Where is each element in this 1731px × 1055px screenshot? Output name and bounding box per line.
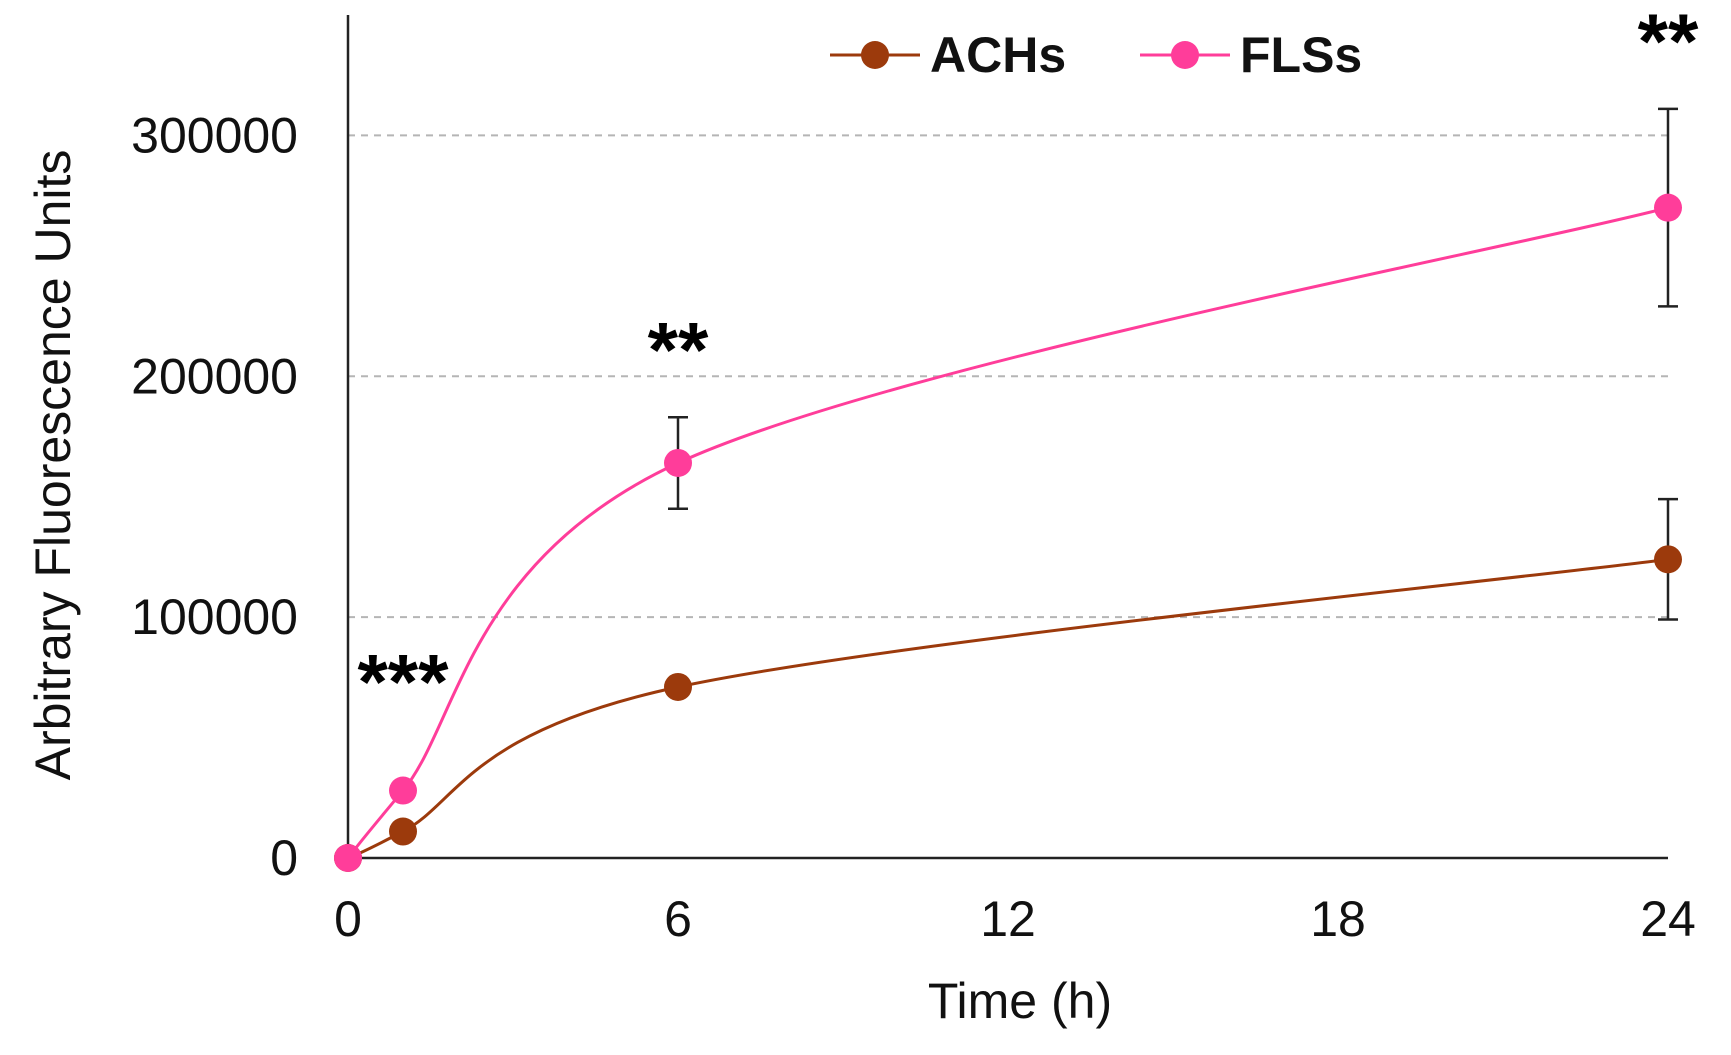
grid-layer (348, 134, 1668, 619)
flss-data-point (334, 844, 362, 872)
achs-data-point (1654, 545, 1682, 574)
legend: ACHs FLSs (830, 27, 1362, 83)
significance-annotation: ** (1638, 0, 1699, 85)
x-axis-title: Time (h) (928, 973, 1112, 1029)
achs-legend-label: ACHs (930, 27, 1066, 83)
achs-series-line (347, 557, 1669, 860)
x-tick-label: 0 (334, 891, 362, 947)
series-layer (334, 107, 1682, 872)
y-tick-label: 0 (270, 830, 298, 886)
significance-annotation: ** (648, 305, 709, 393)
flss-series-line (346, 206, 1669, 859)
flss-legend-label: FLSs (1240, 27, 1362, 83)
flss-data-point (389, 776, 417, 805)
y-tick-label: 200000 (131, 348, 298, 404)
flss-legend-marker (1171, 41, 1199, 69)
annotation-layer: ******* (357, 0, 1699, 726)
achs-data-point (664, 672, 692, 701)
x-tick-label: 12 (980, 891, 1036, 947)
y-tick-label: 300000 (131, 107, 298, 163)
flss-data-point (1654, 193, 1682, 222)
achs-legend-marker (861, 41, 889, 69)
x-tick-label: 24 (1640, 891, 1696, 947)
achs-data-point (389, 817, 417, 846)
y-axis-title: Arbitrary Fluorescence Units (25, 150, 81, 781)
y-tick-label: 100000 (131, 589, 298, 645)
significance-annotation: *** (357, 638, 449, 726)
x-tick-label: 6 (664, 891, 692, 947)
flss-data-point (664, 448, 692, 477)
x-tick-label: 18 (1310, 891, 1366, 947)
axes-layer: 0 100000 200000 300000 0 6 12 18 24 (131, 15, 1696, 947)
